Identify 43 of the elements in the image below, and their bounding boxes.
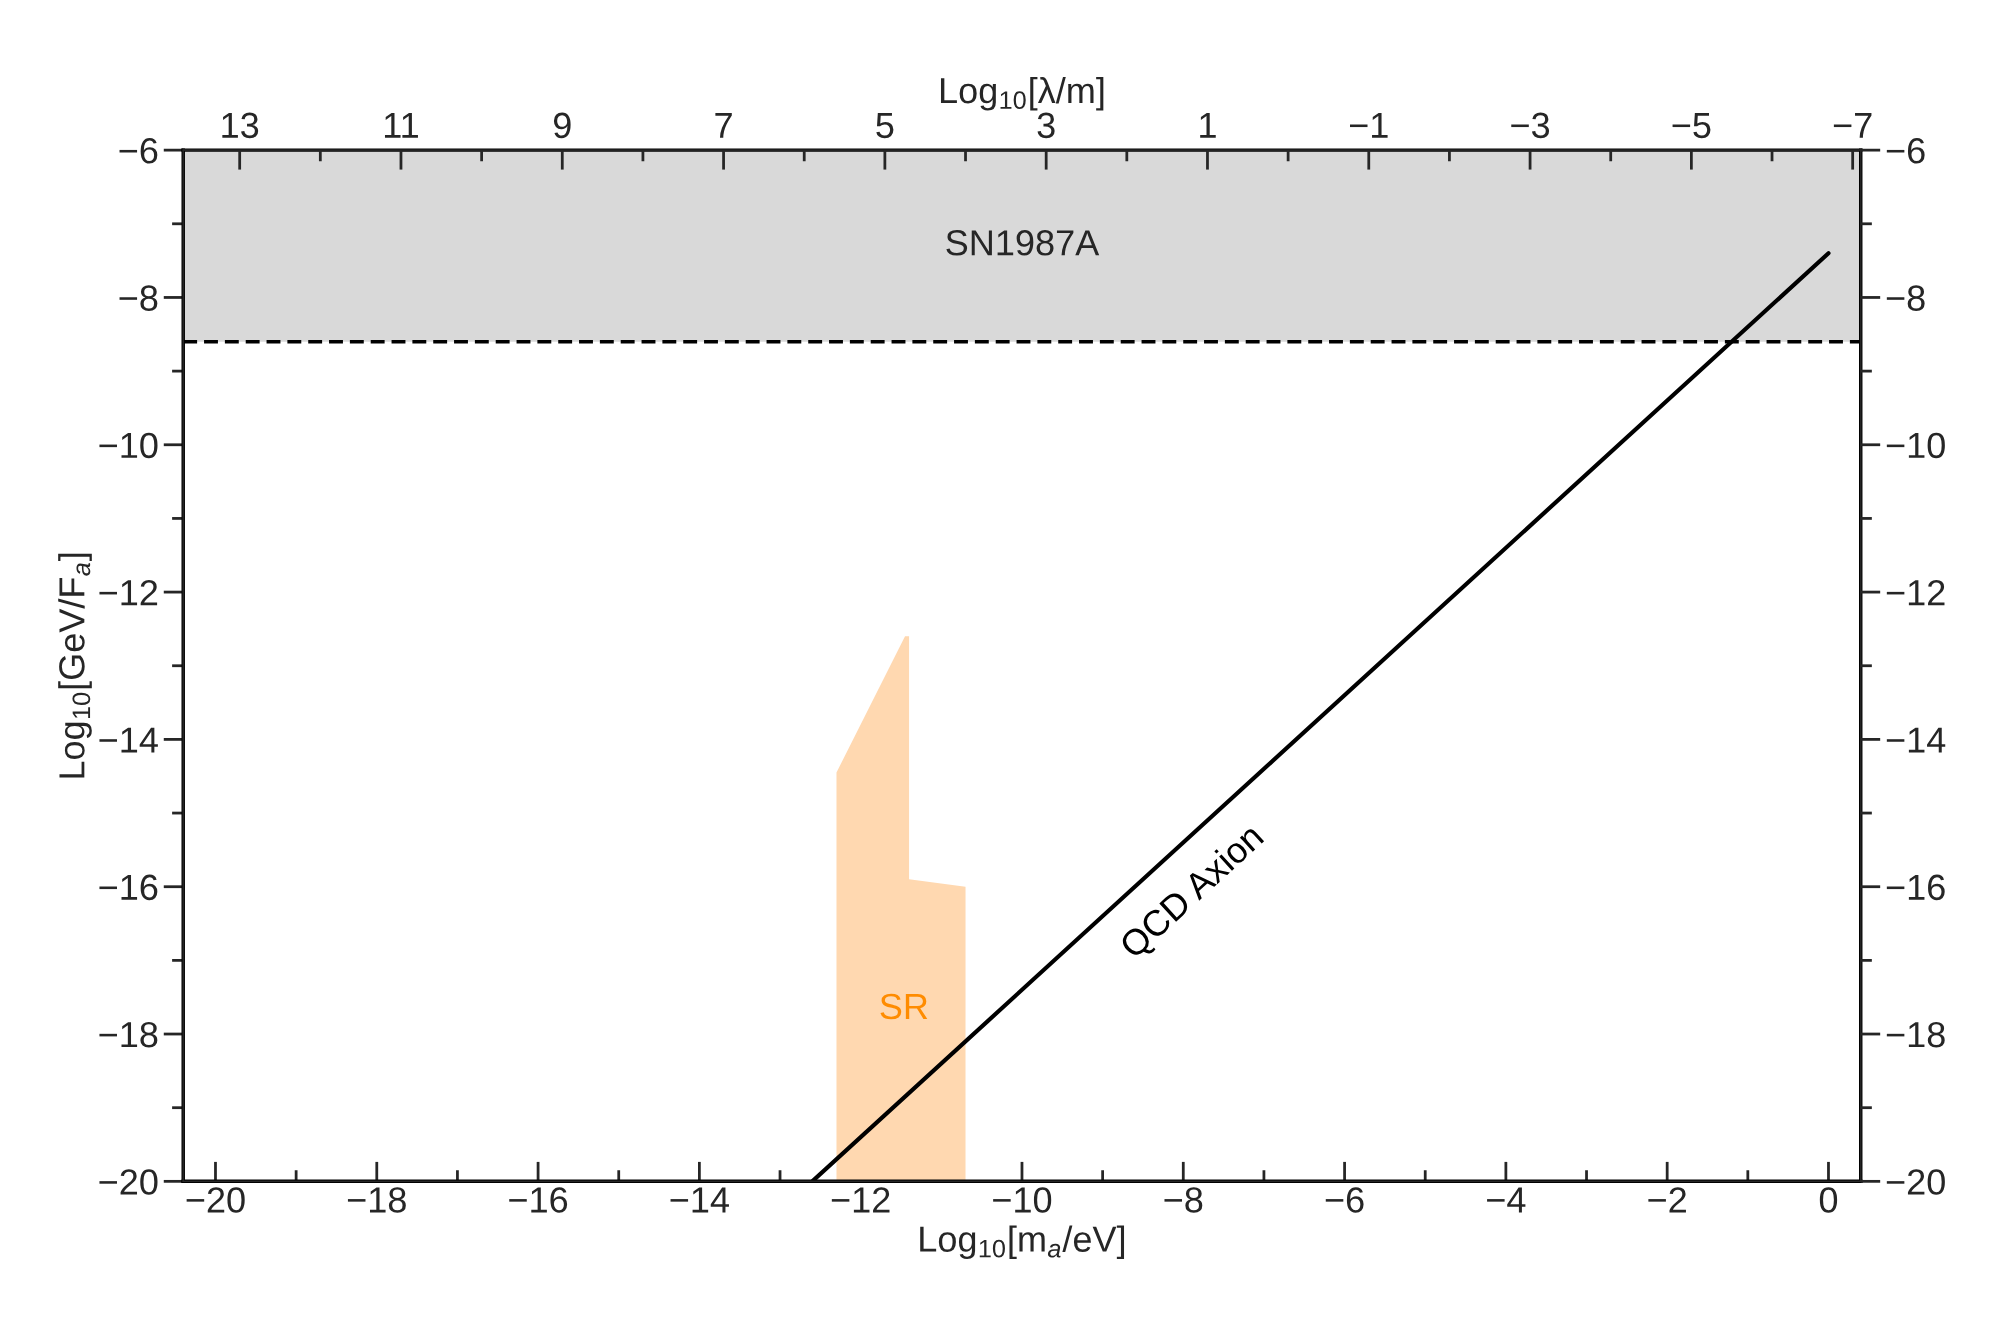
x2-tick-label: −3 xyxy=(1511,112,1550,139)
band-label: SN1987A xyxy=(946,230,1100,256)
y-tick-label: −12 xyxy=(99,579,158,606)
x2-tick-label: −1 xyxy=(1349,112,1388,138)
x-axis-title: Log$_{10}$[m$_{a}$/eV] xyxy=(920,1225,1125,1260)
y2-tick-label: −8 xyxy=(1886,285,1925,311)
x2-tick-label: 3 xyxy=(1037,112,1055,139)
x2-tick-label: 11 xyxy=(384,112,418,138)
x2-tick-label: −7 xyxy=(1833,112,1872,138)
y2-tick-label: −12 xyxy=(1886,579,1945,606)
x-tick-label: 0 xyxy=(1819,1187,1838,1213)
series-label: SR xyxy=(880,993,928,1020)
y2-tick-label: −18 xyxy=(1886,1021,1945,1048)
x-tick-label: −14 xyxy=(670,1187,729,1213)
x-tick-label: −2 xyxy=(1648,1187,1686,1213)
y-tick-label: −6 xyxy=(119,138,158,164)
x2-tick-label: 9 xyxy=(553,112,571,139)
x-tick-label: −12 xyxy=(831,1187,890,1213)
y2-tick-label: −14 xyxy=(1886,727,1946,753)
y2-tick-label: −6 xyxy=(1886,138,1925,164)
x2-tick-label: 7 xyxy=(715,112,732,138)
y2-tick-label: −20 xyxy=(1886,1169,1945,1195)
y-tick-label: −16 xyxy=(99,874,158,901)
x-tick-label: −4 xyxy=(1487,1187,1526,1213)
x-tick-label: −20 xyxy=(186,1187,245,1213)
y-tick-label: −10 xyxy=(99,432,158,459)
x2-tick-label: −5 xyxy=(1672,112,1711,139)
y-tick-label: −20 xyxy=(99,1169,158,1195)
x2-tick-label: 1 xyxy=(1200,112,1216,138)
y2-tick-label: −16 xyxy=(1886,874,1945,901)
y-tick-label: −14 xyxy=(99,727,158,753)
x-tick-label: −8 xyxy=(1164,1187,1203,1213)
x2-axis-title: Log$_{10}$[λ/m] xyxy=(940,76,1104,111)
x2-tick-label: 5 xyxy=(876,112,894,139)
x2-tick-label: 13 xyxy=(222,112,259,139)
x-tick-label: −6 xyxy=(1325,1187,1364,1213)
x-tick-label: −18 xyxy=(347,1187,406,1213)
y-axis-title: Log$_{10}$[GeV/F$_{a}$] xyxy=(58,553,92,778)
y-tick-label: −8 xyxy=(119,285,158,311)
y2-tick-label: −10 xyxy=(1886,432,1945,459)
x-tick-label: −10 xyxy=(993,1187,1052,1213)
y-tick-label: −18 xyxy=(99,1021,158,1048)
x-tick-label: −16 xyxy=(509,1187,568,1213)
